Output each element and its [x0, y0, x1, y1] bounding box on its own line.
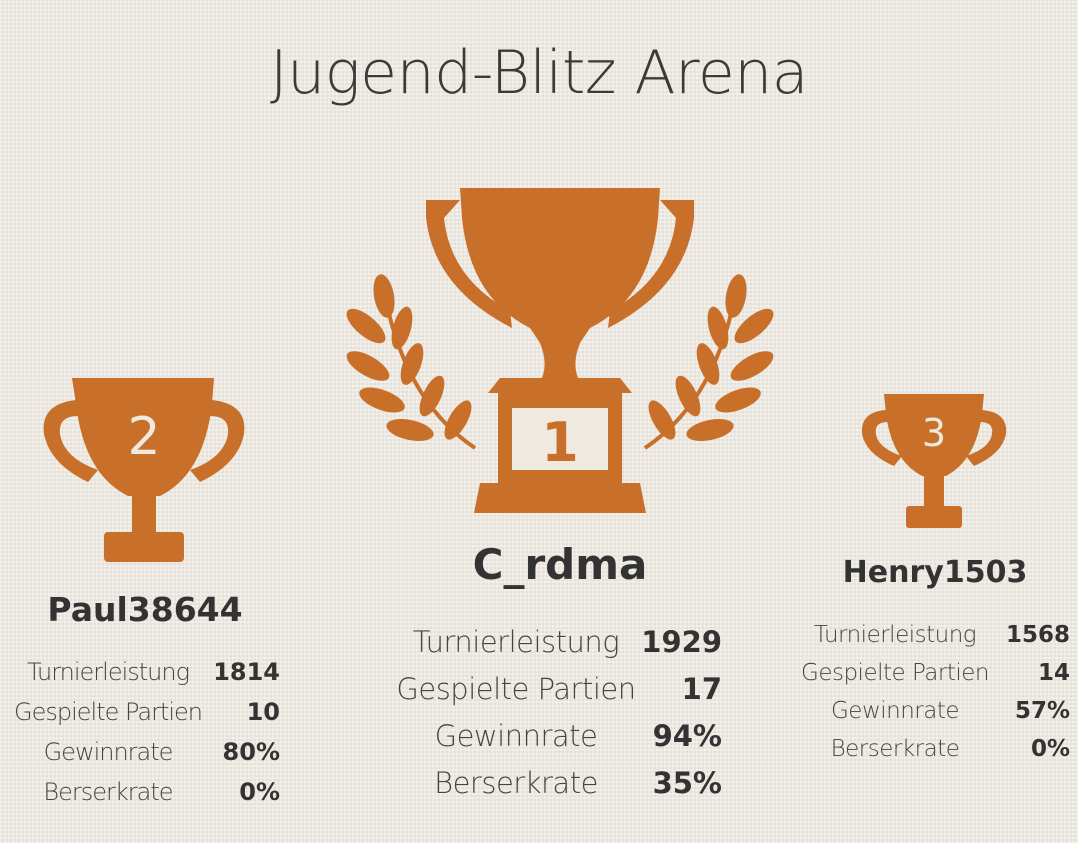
- stat-label: Gespielte Partien: [801, 660, 990, 686]
- stat-value: 17: [681, 671, 722, 706]
- stat-label: Gewinnrate: [434, 718, 598, 753]
- stat-value: 1929: [641, 624, 722, 659]
- player-stats-third: Turnierleistung 1568 Gespielte Partien 1…: [800, 616, 1070, 768]
- stat-label: Turnierleistung: [412, 624, 620, 659]
- stat-row: Gespielte Partien 10: [8, 692, 280, 732]
- stat-label: Berserkrate: [43, 778, 173, 806]
- stat-row: Gewinnrate 80%: [8, 732, 280, 772]
- stat-row: Turnierleistung 1814: [8, 652, 280, 692]
- stat-label: Turnierleistung: [26, 658, 190, 686]
- stat-row: Gespielte Partien 14: [800, 654, 1070, 692]
- stat-row: Gespielte Partien 17: [392, 665, 722, 712]
- player-name-third[interactable]: Henry1503: [842, 555, 1028, 590]
- stat-value: 14: [1037, 660, 1070, 686]
- stat-row: Berserkrate 0%: [800, 730, 1070, 768]
- player-stats-second: Turnierleistung 1814 Gespielte Partien 1…: [8, 652, 280, 812]
- stat-label: Gewinnrate: [830, 698, 960, 724]
- trophy-rank-number-2: 2: [127, 407, 160, 467]
- stat-label: Berserkrate: [830, 736, 960, 762]
- player-name-second[interactable]: Paul38644: [47, 590, 243, 629]
- stat-label: Turnierleistung: [813, 622, 977, 648]
- stat-row: Berserkrate 0%: [8, 772, 280, 812]
- stat-row: Turnierleistung 1568: [800, 616, 1070, 654]
- player-stats-first: Turnierleistung 1929 Gespielte Partien 1…: [392, 618, 722, 806]
- stat-row: Gewinnrate 57%: [800, 692, 1070, 730]
- stat-row: Gewinnrate 94%: [392, 712, 722, 759]
- player-name-first[interactable]: C_rdma: [472, 540, 648, 589]
- stat-row: Turnierleistung 1929: [392, 618, 722, 665]
- stat-value: 1568: [1005, 622, 1070, 648]
- tournament-title: Jugend-Blitz Arena: [269, 38, 809, 108]
- stat-label: Gewinnrate: [43, 738, 174, 766]
- trophy-with-laurel-icon: 1: [346, 188, 774, 513]
- trophy-rank-number-1: 1: [541, 411, 579, 474]
- stat-label: Gespielte Partien: [13, 698, 203, 726]
- stat-value: 35%: [652, 765, 722, 800]
- stat-value: 80%: [222, 738, 280, 766]
- trophy-rank-number-3: 3: [922, 411, 946, 455]
- stat-label: Berserkrate: [434, 765, 598, 800]
- trophy-cup-icon: 2: [43, 378, 245, 562]
- stat-label: Gespielte Partien: [396, 671, 636, 706]
- stat-value: 0%: [1030, 736, 1070, 762]
- stat-value: 0%: [239, 778, 280, 806]
- stat-value: 94%: [652, 718, 722, 753]
- stat-value: 1814: [213, 658, 280, 686]
- trophy-cup-icon: 3: [861, 394, 1007, 528]
- stat-row: Berserkrate 35%: [392, 759, 722, 806]
- stat-value: 57%: [1014, 698, 1070, 724]
- stat-value: 10: [246, 698, 280, 726]
